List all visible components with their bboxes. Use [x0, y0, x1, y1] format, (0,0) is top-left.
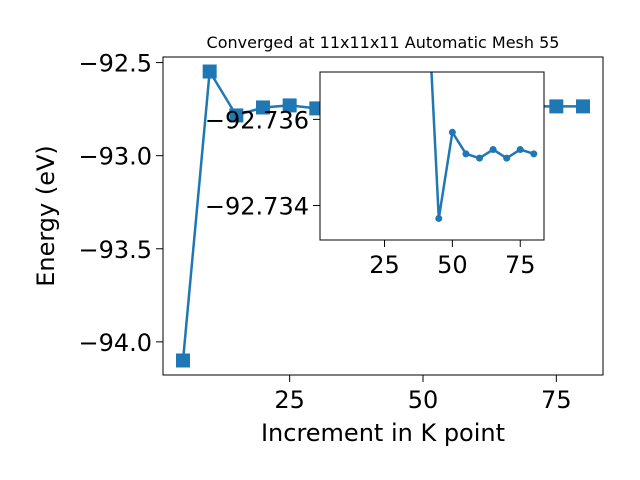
chart-title: Converged at 11x11x11 Automatic Mesh 55 [207, 33, 560, 52]
data-point [516, 146, 524, 154]
data-point [448, 128, 456, 136]
y-axis-label: Energy (eV) [32, 145, 60, 287]
x-axis-label: Increment in K point [261, 419, 505, 447]
y-tick-label: −92.5 [78, 50, 152, 78]
x-tick-label: 50 [408, 386, 439, 414]
axes-frame [319, 71, 545, 241]
data-point [256, 100, 270, 115]
y-tick-label: −92.736 [205, 106, 309, 134]
data-point [549, 99, 564, 114]
x-tick-label: 50 [437, 251, 468, 279]
data-point [489, 146, 497, 154]
data-point [282, 98, 297, 113]
data-point [435, 214, 443, 222]
x-tick-label: 75 [505, 251, 536, 279]
y-tick-label: −94.0 [78, 329, 152, 357]
y-tick-label: −93.0 [78, 143, 152, 171]
data-point [503, 154, 511, 162]
data-point [229, 108, 244, 123]
data-point [530, 150, 538, 158]
y-tick-label: −92.734 [205, 193, 309, 221]
data-point [202, 64, 217, 79]
x-tick-label: 25 [369, 251, 400, 279]
data-point [576, 99, 590, 114]
x-tick-label: 25 [274, 386, 305, 414]
y-tick-label: −93.5 [78, 236, 152, 264]
data-point [462, 150, 470, 158]
plot-area [430, 72, 538, 222]
data-point [476, 154, 484, 162]
axes-frame [162, 56, 604, 376]
x-tick-label: 75 [541, 386, 572, 414]
data-point [176, 353, 190, 368]
